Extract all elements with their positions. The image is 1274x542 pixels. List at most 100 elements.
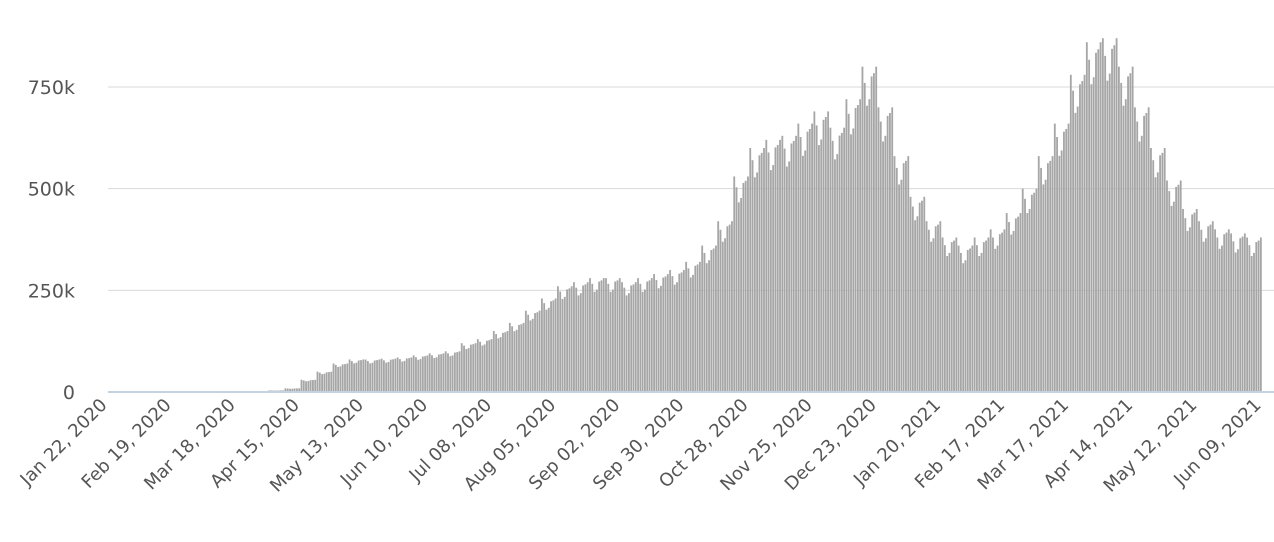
- bar: [323, 373, 326, 392]
- bar: [470, 344, 472, 392]
- bar: [1191, 214, 1194, 392]
- bar: [492, 331, 495, 392]
- bar: [1161, 152, 1164, 392]
- bar: [1108, 73, 1111, 392]
- bar: [362, 359, 365, 392]
- bar: [1088, 59, 1091, 392]
- bar: [971, 245, 974, 392]
- bar: [834, 159, 836, 392]
- bar: [813, 111, 816, 393]
- bar: [900, 179, 903, 392]
- bar: [721, 241, 724, 392]
- bar: [982, 242, 985, 392]
- bar: [295, 388, 298, 392]
- bar: [838, 135, 841, 392]
- bar: [676, 282, 678, 392]
- bar: [1095, 52, 1097, 392]
- bar: [346, 363, 349, 392]
- bar: [811, 123, 813, 392]
- bar: [914, 220, 917, 392]
- bar: [843, 127, 846, 393]
- bar: [818, 145, 820, 392]
- bar: [774, 147, 777, 392]
- bar: [1184, 218, 1187, 392]
- bar: [870, 76, 873, 393]
- bar: [648, 280, 651, 392]
- bar: [655, 279, 658, 392]
- bar: [1177, 184, 1180, 392]
- bar: [382, 360, 385, 392]
- bar: [696, 264, 699, 392]
- bar: [1010, 234, 1013, 392]
- bar: [886, 115, 889, 393]
- bar: [863, 82, 866, 393]
- bar: [621, 282, 623, 392]
- bar: [412, 355, 415, 392]
- bar: [1216, 237, 1219, 392]
- bar: [1170, 205, 1173, 392]
- bar: [902, 163, 905, 392]
- bar: [1168, 191, 1171, 392]
- bar: [1042, 184, 1045, 392]
- bar: [1069, 74, 1072, 393]
- bar: [634, 282, 637, 392]
- bar: [795, 135, 797, 393]
- bar: [1129, 73, 1132, 393]
- bar: [866, 105, 868, 393]
- bar: [1136, 121, 1139, 392]
- bar: [1175, 186, 1178, 392]
- bar: [1017, 216, 1020, 392]
- bar: [687, 268, 690, 392]
- bar: [421, 356, 424, 392]
- bar: [488, 340, 491, 392]
- bar: [692, 274, 694, 392]
- bar: [1248, 245, 1251, 392]
- bar: [1152, 160, 1155, 392]
- bar: [953, 240, 955, 392]
- bar: [1051, 156, 1054, 392]
- bar: [1122, 105, 1125, 393]
- bar: [872, 73, 875, 393]
- bar: [747, 176, 749, 392]
- bar: [1214, 229, 1216, 392]
- bar: [309, 380, 312, 392]
- bar: [930, 241, 933, 392]
- bar: [685, 261, 688, 392]
- bar: [923, 196, 926, 392]
- bar: [536, 312, 539, 392]
- bar: [994, 248, 997, 392]
- bar: [566, 289, 568, 392]
- y-tick-label: 250k: [28, 280, 75, 302]
- bar: [586, 282, 589, 392]
- bar: [316, 371, 319, 392]
- bar: [1083, 74, 1086, 393]
- bar: [378, 359, 381, 392]
- bar: [937, 224, 939, 392]
- y-tick-label: 750k: [28, 77, 75, 99]
- bar: [836, 154, 839, 392]
- bar: [366, 361, 369, 392]
- bar: [1005, 213, 1008, 392]
- bar: [1150, 148, 1152, 392]
- bar: [1021, 188, 1024, 392]
- bar: [1028, 209, 1031, 392]
- bar: [1081, 81, 1084, 392]
- bar: [705, 263, 708, 392]
- bar: [889, 113, 891, 392]
- bar: [753, 177, 756, 392]
- bar: [1072, 90, 1075, 392]
- bar: [330, 371, 333, 392]
- bar: [712, 248, 715, 392]
- bar: [724, 238, 726, 392]
- bar: [561, 298, 564, 392]
- bar: [559, 291, 562, 392]
- bar: [1117, 66, 1120, 393]
- bar: [318, 372, 321, 392]
- bar: [719, 229, 722, 392]
- bar: [360, 360, 362, 392]
- bar: [731, 221, 733, 392]
- bar: [808, 128, 811, 392]
- bar: [410, 357, 413, 392]
- bar: [749, 148, 752, 392]
